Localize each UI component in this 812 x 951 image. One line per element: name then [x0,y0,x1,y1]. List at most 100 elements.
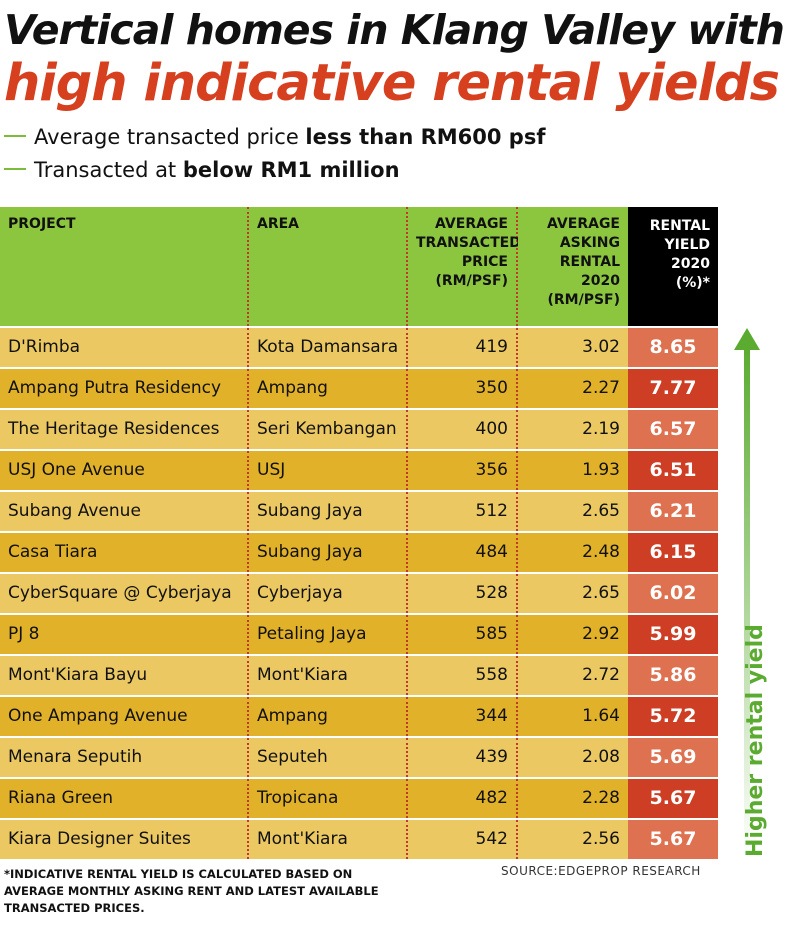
cell-yield: 6.51 [628,451,718,490]
cell-project: The Heritage Residences [0,410,249,449]
cell-rental: 2.28 [518,779,628,818]
cell-area: Seri Kembangan [249,410,408,449]
criterion-2: Transacted at below RM1 million [4,158,400,182]
cell-area: USJ [249,451,408,490]
cell-project: Riana Green [0,779,249,818]
cell-project: Mont'Kiara Bayu [0,656,249,695]
arrow-label: Higher rental yield [743,624,768,857]
cell-area: Seputeh [249,738,408,777]
header-line: YIELD [664,237,710,253]
cell-yield: 6.21 [628,492,718,531]
table-row: D'Rimba Kota Damansara 419 3.02 8.65 [0,326,718,367]
cell-rental: 2.48 [518,533,628,572]
header-line: PROJECT [8,216,76,232]
cell-rental: 2.72 [518,656,628,695]
header-line: (RM/PSF) [435,273,508,289]
cell-rental: 1.64 [518,697,628,736]
cell-rental: 2.65 [518,492,628,531]
cell-yield: 6.15 [628,533,718,572]
header-line: AVERAGE [435,216,508,232]
header-line: 2020 [581,273,620,289]
table-row: CyberSquare @ Cyberjaya Cyberjaya 528 2.65 6… [0,572,718,613]
cell-price: 344 [408,697,518,736]
cell-area: Subang Jaya [249,533,408,572]
title-line-2: high indicative rental yields [4,54,780,113]
cell-price: 356 [408,451,518,490]
cell-rental: 1.93 [518,451,628,490]
cell-project: PJ 8 [0,615,249,654]
cell-price: 350 [408,369,518,408]
cell-rental: 2.08 [518,738,628,777]
header-area: AREA [249,207,408,326]
cell-yield: 6.57 [628,410,718,449]
cell-price: 484 [408,533,518,572]
cell-price: 482 [408,779,518,818]
header-price: AVERAGE TRANSACTED PRICE (RM/PSF) [408,207,521,326]
green-dash-icon [4,168,26,170]
footnote: *INDICATIVE RENTAL YIELD IS CALCULATED B… [4,867,379,915]
cell-area: Cyberjaya [249,574,408,613]
header-line: ASKING [559,235,620,251]
cell-area: Kota Damansara [249,328,408,367]
header-line: AREA [257,216,300,232]
cell-yield: 7.77 [628,369,718,408]
cell-project: Menara Seputih [0,738,249,777]
cell-yield: 6.02 [628,574,718,613]
cell-rental: 2.19 [518,410,628,449]
cell-project: CyberSquare @ Cyberjaya [0,574,249,613]
header-line: 2020 (%)* [671,256,710,291]
title-line-1: Vertical homes in Klang Valley with [4,6,785,54]
table-row: Mont'Kiara Bayu Mont'Kiara 558 2.72 5.86 [0,654,718,695]
cell-yield: 8.65 [628,328,718,367]
cell-area: Mont'Kiara [249,656,408,695]
green-dash-icon [4,135,26,137]
cell-project: Ampang Putra Residency [0,369,249,408]
cell-area: Subang Jaya [249,492,408,531]
table-row: Riana Green Tropicana 482 2.28 5.67 [0,777,718,818]
cell-rental: 2.56 [518,820,628,859]
table-row: One Ampang Avenue Ampang 344 1.64 5.72 [0,695,718,736]
cell-area: Tropicana [249,779,408,818]
header-line: AVERAGE [547,216,620,232]
header-line: RENTAL [559,254,620,270]
cell-price: 542 [408,820,518,859]
header-line: TRANSACTED [416,235,521,251]
cell-yield: 5.67 [628,779,718,818]
criterion-1: Average transacted price less than RM600… [4,125,545,149]
cell-price: 558 [408,656,518,695]
cell-yield: 5.86 [628,656,718,695]
cell-area: Petaling Jaya [249,615,408,654]
cell-yield: 5.99 [628,615,718,654]
table-row: USJ One Avenue USJ 356 1.93 6.51 [0,449,718,490]
cell-rental: 2.27 [518,369,628,408]
cell-rental: 2.65 [518,574,628,613]
table-row: PJ 8 Petaling Jaya 585 2.92 5.99 [0,613,718,654]
criterion-1-bold: less than RM600 psf [305,125,546,149]
cell-yield: 5.72 [628,697,718,736]
cell-price: 400 [408,410,518,449]
cell-project: D'Rimba [0,328,249,367]
header-rental: AVERAGE ASKING RENTAL 2020 (RM/PSF) [518,207,628,326]
header-line: PRICE [461,254,508,270]
table-row: Casa Tiara Subang Jaya 484 2.48 6.15 [0,531,718,572]
table-header: PROJECT AREA AVERAGE TRANSACTED PRICE (R… [0,207,718,326]
up-arrow-icon [734,328,760,858]
source-credit: SOURCE:EDGEPROP RESEARCH [501,864,701,878]
cell-project: Kiara Designer Suites [0,820,249,859]
cell-rental: 3.02 [518,328,628,367]
table-row: Menara Seputih Seputeh 439 2.08 5.69 [0,736,718,777]
cell-project: One Ampang Avenue [0,697,249,736]
cell-project: Casa Tiara [0,533,249,572]
cell-rental: 2.92 [518,615,628,654]
cell-area: Ampang [249,697,408,736]
table-row: Ampang Putra Residency Ampang 350 2.27 7.77 [0,367,718,408]
cell-yield: 5.69 [628,738,718,777]
table-row: The Heritage Residences Seri Kembangan 400… [0,408,718,449]
header-line: (RM/PSF) [547,292,620,308]
cell-area: Mont'Kiara [249,820,408,859]
cell-yield: 5.67 [628,820,718,859]
table-row: Subang Avenue Subang Jaya 512 2.65 6.21 [0,490,718,531]
header-project: PROJECT [0,207,249,326]
criterion-1-text: Average transacted price [34,125,306,149]
cell-price: 512 [408,492,518,531]
